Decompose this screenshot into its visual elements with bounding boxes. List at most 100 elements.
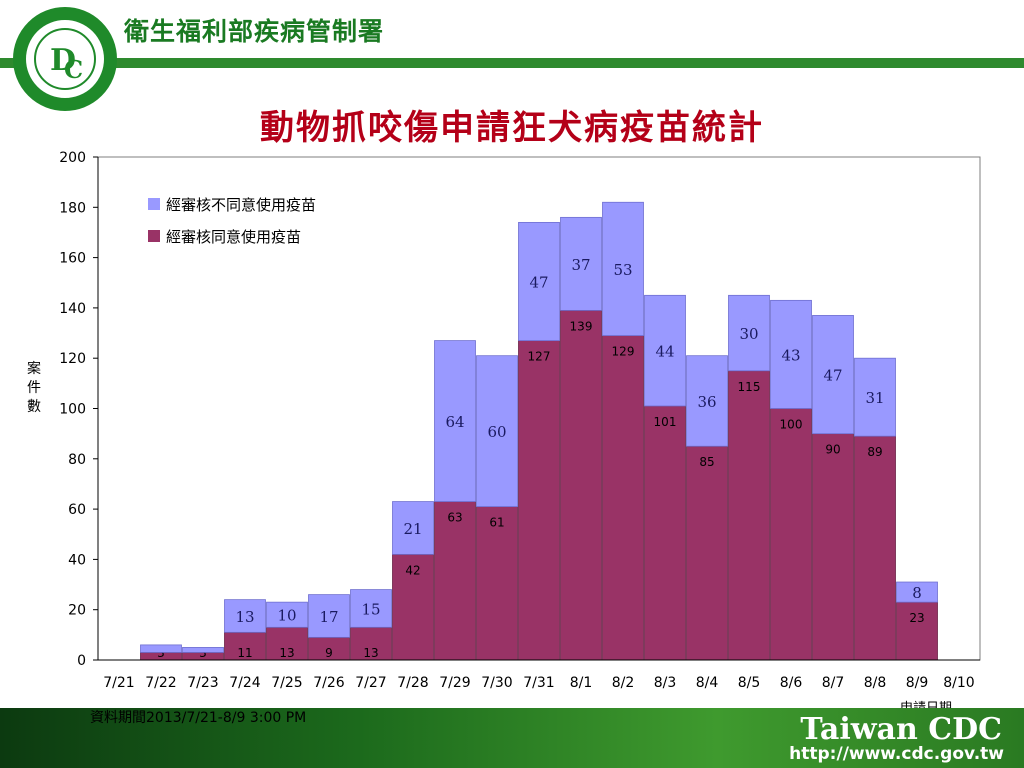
data-label-approved: 101 — [654, 415, 677, 429]
data-label-approved: 9 — [325, 646, 333, 660]
bar-approved — [812, 433, 854, 661]
bar-approved — [728, 370, 770, 661]
x-tick-label: 8/3 — [654, 675, 677, 691]
data-label-approved: 89 — [867, 445, 882, 459]
bar-approved — [266, 626, 308, 661]
legend-label: 經審核不同意使用疫苗 — [166, 196, 316, 214]
data-label-not-approved: 60 — [487, 423, 506, 441]
bar-not-approved — [140, 644, 182, 653]
data-label-not-approved: 15 — [361, 600, 380, 618]
footer-url: http://www.cdc.gov.tw — [789, 744, 1004, 764]
data-label-approved: 139 — [570, 319, 593, 333]
data-label-approved: 61 — [489, 516, 504, 530]
bar-not-approved — [266, 601, 308, 628]
data-label-approved: 115 — [738, 380, 761, 394]
bar-not-approved — [434, 340, 476, 502]
data-label-approved: 23 — [909, 611, 924, 625]
data-label-not-approved: 30 — [739, 325, 758, 343]
bar-not-approved — [812, 315, 854, 435]
y-tick-label: 60 — [68, 502, 86, 518]
x-tick-label: 7/22 — [145, 675, 176, 691]
data-label-not-approved: 44 — [655, 343, 674, 361]
y-tick-label: 0 — [77, 653, 86, 669]
x-tick-label: 7/26 — [313, 675, 345, 691]
cdc-logo: D C — [13, 7, 117, 111]
chart-title: 動物抓咬傷申請狂犬病疫苗統計 — [260, 108, 764, 148]
x-tick-label: 8/9 — [906, 675, 929, 691]
bar-approved — [350, 626, 392, 661]
x-tick-label: 7/30 — [481, 675, 512, 691]
x-tick-label: 8/6 — [780, 675, 803, 691]
bar-approved — [224, 631, 266, 661]
legend-swatch — [148, 198, 160, 210]
data-label-approved: 85 — [699, 455, 714, 469]
x-tick-label: 7/23 — [187, 675, 218, 691]
y-axis-label-char: 件 — [27, 380, 41, 396]
data-label-not-approved: 47 — [529, 273, 548, 291]
bar-approved — [686, 445, 728, 661]
x-tick-label: 8/7 — [822, 675, 845, 691]
data-label-approved: 63 — [447, 511, 462, 525]
x-tick-label: 8/4 — [696, 675, 719, 691]
data-label-not-approved: 64 — [445, 413, 464, 431]
bar-approved — [476, 506, 518, 661]
bar-not-approved — [350, 589, 392, 628]
bar-not-approved — [392, 501, 434, 555]
y-tick-label: 80 — [68, 452, 86, 468]
bar-approved — [392, 553, 434, 661]
data-label-approved: 3 — [199, 646, 207, 660]
bar-approved — [770, 408, 812, 661]
data-label-not-approved: 8 — [912, 584, 922, 602]
data-label-not-approved: 36 — [697, 393, 716, 411]
data-label-approved: 13 — [279, 646, 294, 660]
bar-not-approved — [854, 357, 896, 437]
data-label-not-approved: 17 — [319, 608, 338, 626]
data-label-approved: 42 — [405, 563, 420, 577]
bar-not-approved — [728, 294, 770, 372]
bar-approved — [560, 310, 602, 661]
y-tick-label: 100 — [59, 402, 86, 418]
y-tick-label: 180 — [59, 200, 86, 216]
x-tick-label: 7/31 — [523, 675, 554, 691]
data-label-approved: 13 — [363, 646, 378, 660]
data-label-not-approved: 53 — [613, 261, 632, 279]
data-label-not-approved: 37 — [571, 256, 590, 274]
y-axis-label-char: 案 — [27, 361, 41, 377]
data-period: 資料期間2013/7/21-8/9 3:00 PM — [90, 710, 307, 726]
bar-not-approved — [602, 201, 644, 336]
y-tick-label: 20 — [68, 603, 86, 619]
bar-approved — [644, 405, 686, 661]
bar-not-approved — [770, 299, 812, 409]
bar-not-approved — [560, 216, 602, 311]
x-tick-label: 8/10 — [943, 675, 974, 691]
y-tick-label: 140 — [59, 301, 86, 317]
data-label-not-approved: 43 — [781, 346, 800, 364]
data-label-approved: 90 — [825, 443, 840, 457]
bar-not-approved — [518, 221, 560, 341]
x-tick-label: 7/25 — [271, 675, 302, 691]
y-axis-label: 案件數 — [24, 360, 44, 417]
svg-text:C: C — [64, 55, 83, 84]
legend-label: 經審核同意使用疫苗 — [166, 228, 301, 246]
org-name: 衛生福利部疾病管制署 — [124, 17, 385, 46]
x-tick-label: 8/5 — [738, 675, 761, 691]
y-tick-label: 200 — [59, 150, 86, 166]
footer-brand: Taiwan CDC — [800, 712, 1002, 747]
data-label-approved: 3 — [157, 646, 165, 660]
bar-approved — [434, 501, 476, 661]
data-label-approved: 129 — [612, 345, 635, 359]
bar-not-approved — [644, 294, 686, 407]
bar-approved — [602, 335, 644, 661]
x-tick-label: 7/24 — [229, 675, 261, 691]
data-label-not-approved: 31 — [865, 389, 884, 407]
bar-not-approved — [224, 599, 266, 633]
x-tick-label: 8/1 — [570, 675, 593, 691]
data-label-not-approved: 47 — [823, 367, 842, 385]
bar-not-approved — [476, 355, 518, 507]
x-tick-label: 8/8 — [864, 675, 887, 691]
y-tick-label: 160 — [59, 251, 86, 267]
x-tick-label: 7/28 — [397, 675, 428, 691]
y-axis-label-char: 數 — [27, 399, 41, 415]
bar-not-approved — [686, 355, 728, 447]
x-tick-label: 8/2 — [612, 675, 635, 691]
